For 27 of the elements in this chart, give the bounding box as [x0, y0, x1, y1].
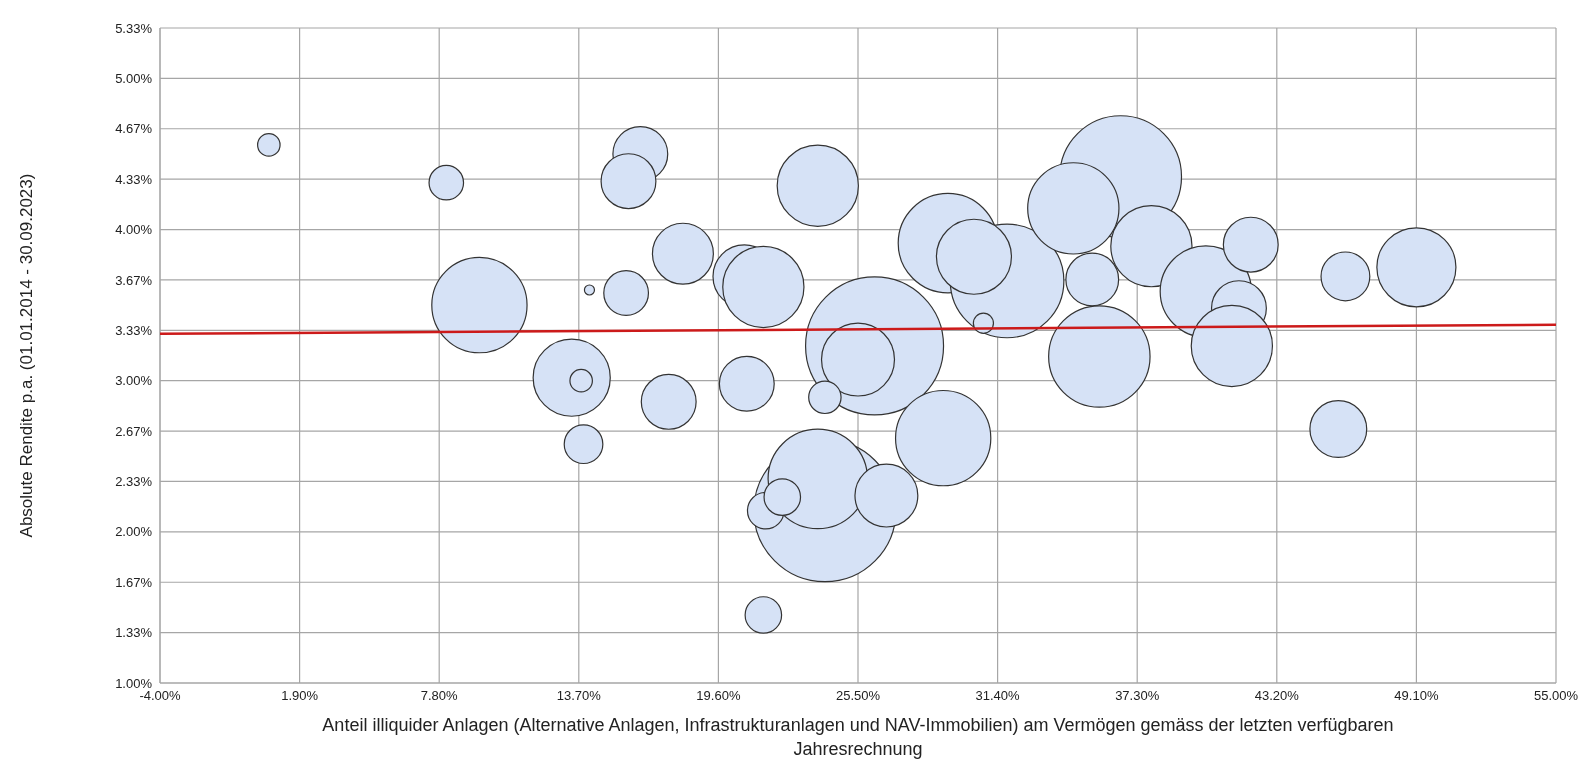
y-tick-label: 2.33%: [115, 474, 153, 490]
y-axis-title: Absolute Rendite p.a. (01.01.2014 - 30.09.2023): [17, 173, 37, 538]
y-tick-label: 3.67%: [115, 272, 153, 288]
y-tick-label: 3.33%: [115, 322, 153, 338]
y-tick-label: 1.00%: [115, 675, 153, 691]
x-tick-label: 31.40%: [975, 688, 1021, 704]
y-tick-label: 2.00%: [115, 524, 153, 540]
y-tick-label: 5.33%: [115, 20, 153, 36]
y-tick-label: 5.00%: [115, 70, 153, 86]
y-tick-label: 1.67%: [115, 574, 153, 590]
y-tick-label: 2.67%: [115, 423, 153, 439]
x-tick-label: 13.70%: [556, 688, 602, 704]
x-tick-label: 25.50%: [835, 688, 881, 704]
x-tick-label: 37.30%: [1115, 688, 1160, 704]
y-tick-label: 4.67%: [115, 121, 153, 137]
y-tick-label: 3.00%: [115, 373, 153, 389]
x-tick-label: -4.00%: [139, 688, 182, 704]
x-tick-label: 43.20%: [1254, 688, 1300, 704]
y-tick-label: 1.33%: [115, 625, 153, 641]
y-tick-label: 4.00%: [115, 222, 153, 238]
x-tick-label: 7.80%: [420, 688, 459, 704]
x-tick-label: 1.90%: [281, 688, 319, 704]
x-tick-label: 19.60%: [696, 688, 741, 704]
y-tick-label: 4.33%: [115, 171, 153, 187]
x-tick-label: 49.10%: [1394, 688, 1439, 704]
x-tick-label: 55.00%: [1533, 688, 1579, 704]
x-axis-title: Anteil illiquider Anlagen (Alternative Anlagen, Infrastrukturanlagen und NAV-Immobilien) am Vermögen gemäss der letzten verfügbaren Jahresrechnung: [321, 714, 1395, 761]
